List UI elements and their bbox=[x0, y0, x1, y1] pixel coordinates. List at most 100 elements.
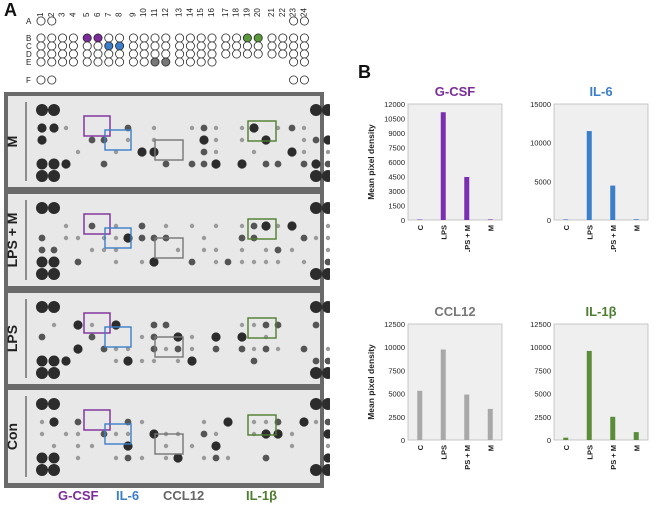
y-tick-label: 2500 bbox=[534, 413, 551, 422]
blot-spot bbox=[310, 202, 322, 214]
blot-spot bbox=[100, 160, 108, 168]
x-tick-label: C bbox=[562, 444, 571, 450]
blot-spot bbox=[48, 355, 60, 367]
x-tick-label: LPS + M bbox=[463, 225, 472, 252]
blot-spot bbox=[301, 125, 307, 131]
blot-spot bbox=[299, 417, 309, 427]
blot-spot bbox=[312, 321, 320, 329]
bar bbox=[487, 219, 493, 220]
blot-spot bbox=[310, 398, 322, 410]
blot-spot bbox=[113, 259, 119, 265]
blot-spot bbox=[211, 332, 221, 342]
blot-spot bbox=[324, 357, 330, 365]
blot-spot bbox=[213, 259, 219, 265]
blot-spot bbox=[48, 158, 60, 170]
array-spot bbox=[115, 57, 125, 67]
blot-spot bbox=[150, 234, 158, 242]
blot-spot bbox=[225, 455, 231, 461]
row-letter: C bbox=[26, 42, 32, 51]
blot-spot bbox=[36, 170, 48, 182]
blot-spot bbox=[75, 455, 81, 461]
blot-spot bbox=[310, 104, 322, 116]
blot-spot bbox=[113, 235, 119, 241]
array-spot bbox=[267, 49, 277, 59]
blot-spot bbox=[51, 322, 57, 328]
blot-spot bbox=[113, 455, 119, 461]
array-spot bbox=[175, 57, 185, 67]
il6-box bbox=[104, 129, 132, 151]
column-number: 21 bbox=[267, 8, 276, 17]
blot-spot bbox=[149, 147, 159, 157]
blot-spot bbox=[123, 356, 133, 366]
column-number: 5 bbox=[82, 12, 91, 17]
blot-spot bbox=[113, 346, 119, 352]
x-tick-label: LPS bbox=[439, 445, 448, 460]
panel-b-letter: B bbox=[358, 62, 371, 82]
blot-spot bbox=[173, 453, 183, 463]
blot-spot bbox=[289, 443, 295, 449]
column-number: 13 bbox=[175, 8, 184, 17]
y-tick-label: 4500 bbox=[388, 173, 405, 182]
blot-spot bbox=[48, 367, 60, 379]
blot-spot bbox=[223, 417, 233, 427]
x-tick-label: LPS bbox=[585, 225, 594, 240]
blot-spot bbox=[251, 346, 257, 352]
blot-spot bbox=[201, 455, 207, 461]
blot-spot bbox=[150, 333, 158, 341]
array-spot bbox=[289, 57, 299, 67]
column-number: 2 bbox=[47, 12, 56, 17]
y-tick-label: 6000 bbox=[388, 158, 405, 167]
bar bbox=[563, 219, 569, 220]
plot-area bbox=[407, 323, 503, 441]
blot-spot bbox=[61, 159, 71, 169]
array-spot bbox=[299, 75, 309, 85]
plot-area bbox=[407, 103, 503, 221]
blot-spot bbox=[263, 247, 269, 253]
blot-spot bbox=[310, 170, 322, 182]
blot-spot bbox=[213, 125, 219, 131]
blot-spot bbox=[63, 125, 69, 131]
y-tick-label: 0 bbox=[401, 216, 405, 225]
y-tick-label: 10000 bbox=[530, 139, 551, 148]
blot-spot bbox=[200, 148, 208, 156]
y-tick-label: 5000 bbox=[388, 390, 405, 399]
x-tick-label: C bbox=[416, 224, 425, 230]
blot-spot bbox=[88, 333, 96, 341]
blot-spot bbox=[325, 247, 330, 253]
blot-spot bbox=[188, 160, 196, 168]
blot-spot bbox=[322, 170, 330, 182]
blot-spot bbox=[138, 234, 146, 242]
y-axis-label: Mean pixel density bbox=[366, 344, 376, 420]
blot-spot bbox=[325, 223, 330, 229]
blot-spot bbox=[275, 346, 281, 352]
blot-spot bbox=[125, 346, 131, 352]
blot-spot bbox=[63, 223, 69, 229]
blot-spot bbox=[224, 258, 232, 266]
gcsf-box bbox=[83, 312, 111, 334]
column-number: 17 bbox=[221, 8, 230, 17]
blot-spot bbox=[139, 455, 145, 461]
array-spot bbox=[47, 57, 57, 67]
column-number: 19 bbox=[242, 8, 251, 17]
ccl12-chart: CCL12 0 2500 5000 7500 10000 12500 Mean pixel d… bbox=[366, 304, 503, 470]
blot-spot bbox=[36, 104, 48, 116]
blot-spot bbox=[50, 246, 58, 254]
bar bbox=[610, 416, 616, 440]
column-number: 12 bbox=[161, 8, 170, 17]
blot-spot bbox=[63, 431, 69, 437]
gcsf-box bbox=[83, 213, 111, 235]
blot-spot bbox=[323, 135, 330, 145]
legend-il1b: IL-1β bbox=[246, 488, 278, 503]
blot-spot bbox=[287, 221, 297, 231]
blot-spot bbox=[322, 367, 330, 379]
blot-spot bbox=[163, 223, 169, 229]
blot-spot bbox=[262, 345, 270, 353]
blot-spot bbox=[48, 452, 60, 464]
y-tick-label: 9000 bbox=[388, 129, 405, 138]
bar bbox=[440, 349, 446, 440]
blot-spot bbox=[36, 464, 48, 476]
blot-spot bbox=[61, 356, 71, 366]
legend-gcsf: G-CSF bbox=[58, 488, 99, 503]
ccl12-box bbox=[154, 139, 184, 161]
blot-spot bbox=[39, 431, 45, 437]
